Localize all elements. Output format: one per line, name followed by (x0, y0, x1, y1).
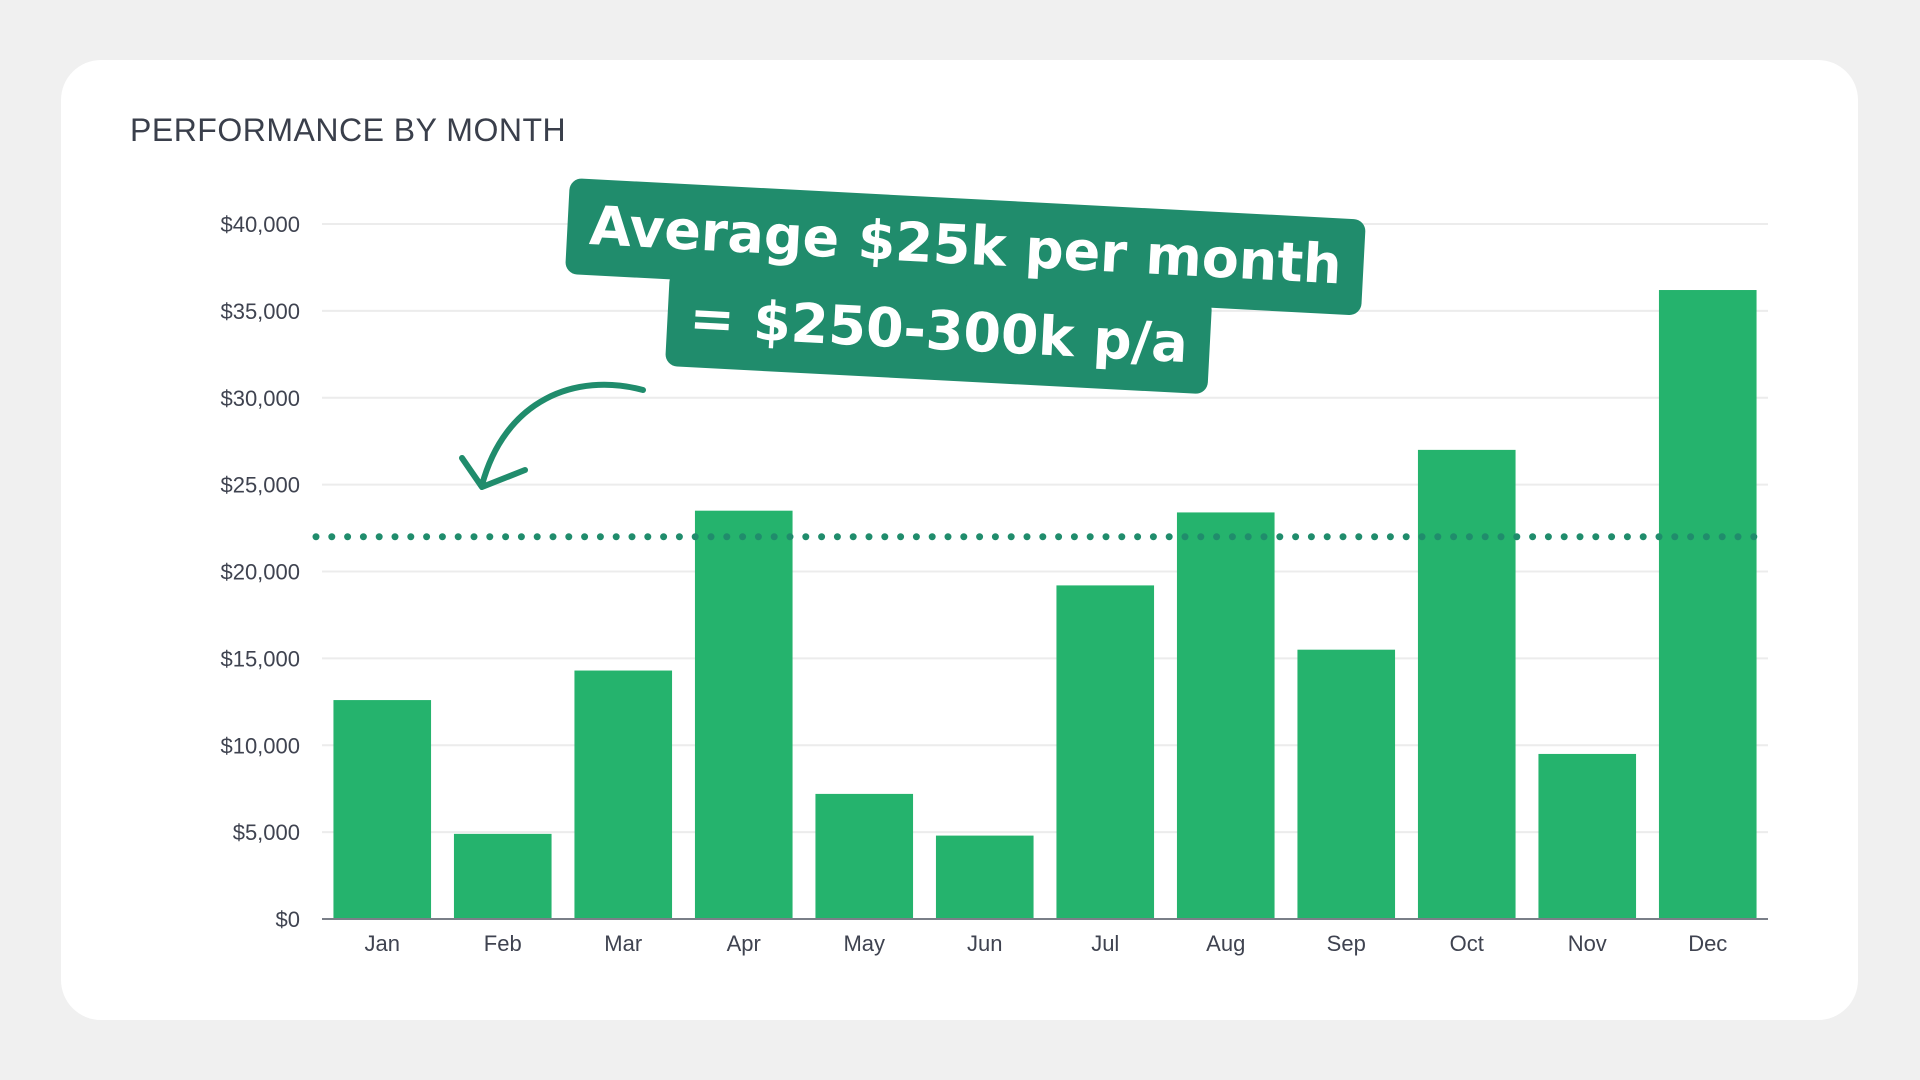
x-tick-label: Aug (1206, 931, 1245, 956)
y-tick-label: $0 (276, 907, 300, 932)
x-tick-label: Jul (1091, 931, 1119, 956)
x-tick-label: Jan (365, 931, 400, 956)
y-tick-label: $20,000 (220, 560, 300, 585)
chart-title: PERFORMANCE BY MONTH (130, 112, 567, 148)
bar-jul (1056, 585, 1155, 919)
y-tick-label: $30,000 (220, 386, 300, 411)
average-callout: Average $25k per month = $250-300k p/a (540, 178, 1366, 398)
bar-jun (935, 835, 1034, 919)
x-tick-label: Mar (604, 931, 642, 956)
y-tick-label: $40,000 (220, 212, 300, 237)
bar-feb (453, 833, 552, 919)
callout-arrow (479, 381, 646, 488)
y-tick-label: $25,000 (220, 473, 300, 498)
y-tick-label: $10,000 (220, 733, 300, 758)
bar-mar (574, 670, 673, 919)
bar-sep (1297, 649, 1396, 919)
callout-arrow-group (459, 381, 646, 490)
bar-may (815, 793, 914, 919)
x-tick-label: Oct (1450, 931, 1484, 956)
bars (333, 290, 1757, 919)
arrow-head-icon (459, 455, 528, 490)
y-tick-label: $5,000 (233, 820, 300, 845)
y-tick-label: $15,000 (220, 646, 300, 671)
x-tick-label: Feb (484, 931, 522, 956)
bar-oct (1417, 449, 1516, 919)
bar-apr (694, 510, 793, 919)
bar-aug (1176, 512, 1275, 919)
x-tick-label: Dec (1688, 931, 1727, 956)
x-tick-label: Nov (1568, 931, 1607, 956)
y-tick-label: $35,000 (220, 299, 300, 324)
bar-nov (1538, 753, 1637, 919)
x-tick-label: Sep (1327, 931, 1366, 956)
x-tick-label: May (843, 931, 885, 956)
x-tick-label: Apr (727, 931, 761, 956)
axes: $0 $5,000 $10,000 $15,000 $20,000 $25,000 $30,… (220, 212, 1768, 956)
bar-jan (333, 700, 432, 919)
x-tick-label: Jun (967, 931, 1002, 956)
bar-dec (1658, 290, 1757, 919)
